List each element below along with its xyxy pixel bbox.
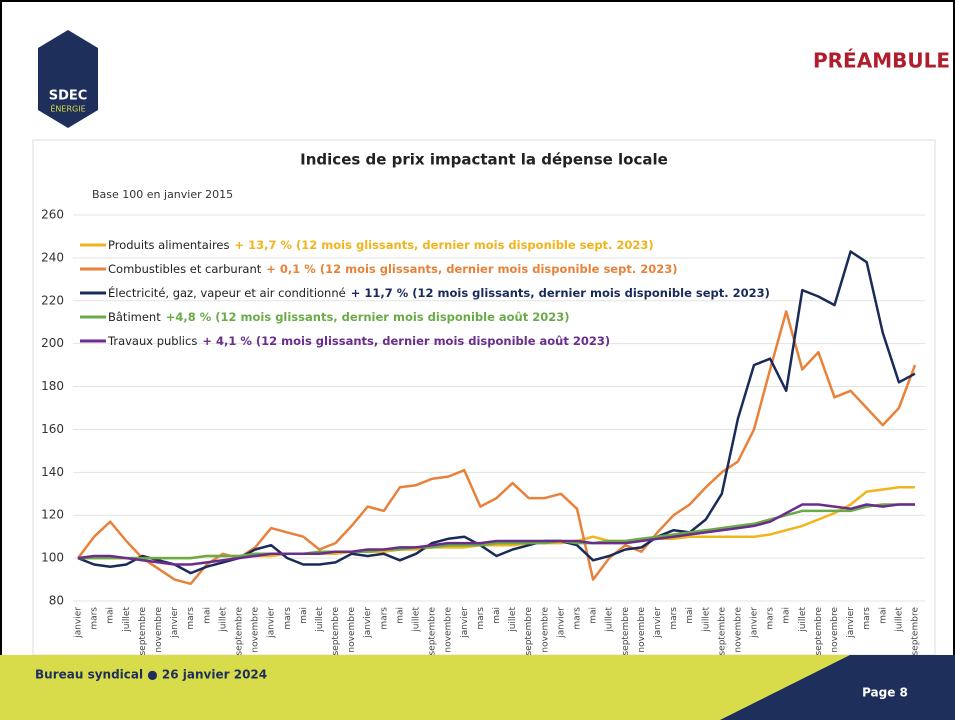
x-tick-label: janvier <box>556 607 566 639</box>
x-tick-label: mars <box>572 607 582 630</box>
x-tick-label: mars <box>476 607 486 630</box>
logo-subtext: ÉNERGIE <box>50 103 85 114</box>
legend-entry: Travaux publics + 4,1 % (12 mois glissant… <box>107 334 610 348</box>
x-tick-label: septembre <box>331 607 341 656</box>
page-number: Page 8 <box>862 686 908 700</box>
x-tick-label: novembre <box>347 607 357 653</box>
footer-text: Bureau syndical ● 26 janvier 2024 <box>35 668 267 682</box>
x-tick-label: mai <box>782 607 792 624</box>
legend-name: Travaux publics <box>107 334 197 348</box>
legend-name: Produits alimentaires <box>108 238 229 252</box>
x-tick-label: janvier <box>363 607 373 639</box>
x-tick-label: janvier <box>750 607 760 639</box>
x-tick-label: janvier <box>267 607 277 639</box>
x-tick-label: mai <box>299 607 309 624</box>
plot: 80 100 120 140 160 180 200 220 240 260 janvier mars… <box>41 208 925 656</box>
logo <box>38 30 98 128</box>
x-tick-label: juillet <box>894 607 904 633</box>
x-tick-label: septembre <box>524 607 534 656</box>
x-tick-label: mai <box>589 607 599 624</box>
y-tick-label: 180 <box>41 379 64 393</box>
chart-area <box>32 139 936 656</box>
x-tick-label: mai <box>106 607 116 624</box>
x-tick-label: mars <box>766 607 776 630</box>
x-tick-label: septembre <box>234 607 244 656</box>
slide-title: PRÉAMBULE <box>813 49 950 73</box>
x-tick-label: mai <box>492 607 502 624</box>
x-tick-label: novembre <box>830 607 840 653</box>
legend-entry: Électricité, gaz, vapeur et air conditio… <box>108 285 770 300</box>
x-tick-label: juillet <box>605 607 615 633</box>
x-tick-label: mai <box>685 607 695 624</box>
x-tick-label: juillet <box>122 607 132 633</box>
x-tick-label: septembre <box>911 607 921 656</box>
legend-annotation: + 4,1 % (12 mois glissants, dernier mois… <box>202 334 610 348</box>
x-tick-label: janvier <box>846 607 856 639</box>
x-tick-label: juillet <box>508 607 518 633</box>
footer-shape <box>720 655 955 720</box>
x-tick-label: mars <box>186 607 196 630</box>
x-tick-label: septembre <box>814 607 824 656</box>
x-tick-label: mars <box>669 607 679 630</box>
legend-annotation: + 13,7 % (12 mois glissants, dernier moi… <box>234 238 653 252</box>
x-tick-label: novembre <box>733 607 743 653</box>
legend-entry: Produits alimentaires + 13,7 % (12 mois g… <box>108 238 654 252</box>
x-tick-label: janvier <box>170 607 180 639</box>
y-tick-label: 220 <box>41 293 64 307</box>
y-tick-label: 260 <box>41 208 64 222</box>
x-tick-label: mars <box>283 607 293 630</box>
x-tick-label: mars <box>379 607 389 630</box>
legend-annotation: + 11,7 % (12 mois glissants, dernier moi… <box>351 286 770 300</box>
y-tick-label: 100 <box>41 551 64 565</box>
x-tick-label: juillet <box>412 607 422 633</box>
x-tick-label: septembre <box>428 607 438 656</box>
chart-subtitle: Base 100 en janvier 2015 <box>92 188 233 201</box>
x-tick-label: mars <box>90 607 100 630</box>
x-tick-label: septembre <box>717 607 727 656</box>
chart-title: Indices de prix impactant la dépense loc… <box>300 151 668 169</box>
legend-entry: Combustibles et carburant + 0,1 % (12 moi… <box>108 262 677 276</box>
x-tick-label: janvier <box>74 607 84 639</box>
x-tick-label: mai <box>202 607 212 624</box>
legend-entry: Bâtiment +4,8 % (12 mois glissants, derni… <box>108 310 570 324</box>
x-tick-label: juillet <box>315 607 325 633</box>
y-tick-label: 240 <box>41 250 64 264</box>
y-tick-label: 140 <box>41 465 64 479</box>
y-tick-label: 80 <box>49 594 64 608</box>
x-tick-label: novembre <box>637 607 647 653</box>
x-tick-label: janvier <box>460 607 470 639</box>
y-tick-label: 200 <box>41 336 64 350</box>
x-tick-label: mars <box>862 607 872 630</box>
x-tick-label: septembre <box>138 607 148 656</box>
series-line <box>77 503 915 566</box>
x-tick-label: janvier <box>653 607 663 639</box>
legend-name: Combustibles et carburant <box>108 262 262 276</box>
x-tick-label: juillet <box>798 607 808 633</box>
x-tick-label: novembre <box>540 607 550 653</box>
x-tick-label: juillet <box>218 607 228 633</box>
x-tick-label: novembre <box>444 607 454 653</box>
legend-name: Électricité, gaz, vapeur et air conditio… <box>108 285 346 300</box>
logo-text: SDEC <box>49 89 88 104</box>
x-tick-label: juillet <box>701 607 711 633</box>
x-tick-label: mai <box>878 607 888 624</box>
x-tick-label: novembre <box>154 607 164 653</box>
x-tick-label: novembre <box>251 607 261 653</box>
x-tick-label: mai <box>395 607 405 624</box>
y-tick-label: 120 <box>41 508 64 522</box>
legend-annotation: + 0,1 % (12 mois glissants, dernier mois… <box>266 262 677 276</box>
series-line <box>77 310 917 586</box>
legend-name: Bâtiment <box>108 310 161 324</box>
x-tick-label: septembre <box>621 607 631 656</box>
y-tick-label: 160 <box>41 422 64 436</box>
legend-annotation: +4,8 % (12 mois glissants, dernier mois … <box>166 310 570 324</box>
series-line <box>77 250 916 575</box>
